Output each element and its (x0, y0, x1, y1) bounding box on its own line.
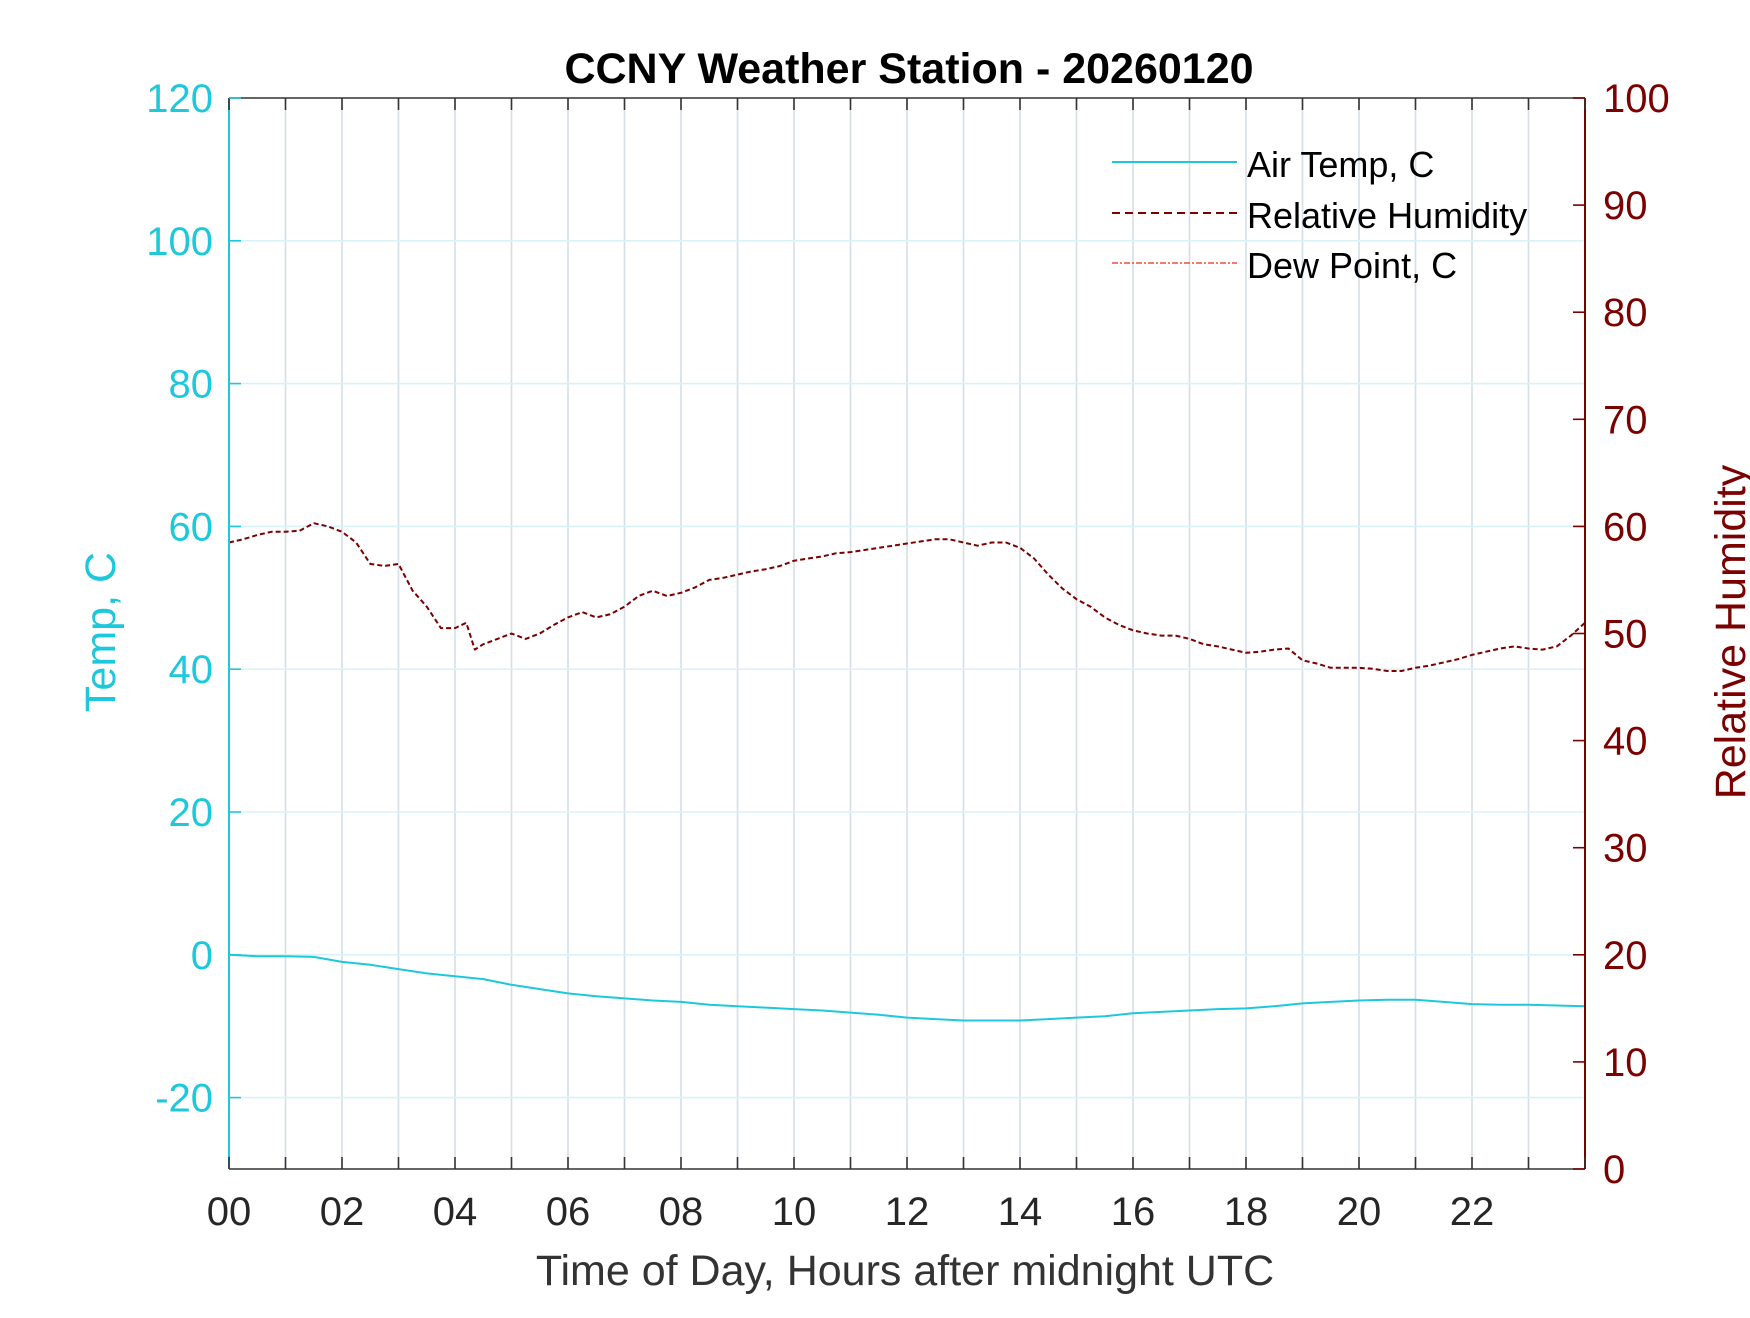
chart-title: CCNY Weather Station - 20260120 (564, 45, 1253, 93)
x-tick-label: 16 (1111, 1190, 1156, 1234)
y-right-tick-label: 80 (1603, 291, 1648, 335)
x-tick-label: 14 (998, 1190, 1043, 1234)
legend: Air Temp, C Relative Humidity Dew Point, C (1112, 144, 1527, 286)
y-right-axis-label: Relative Humidity (1707, 464, 1750, 799)
y-left-tick-label: 120 (146, 77, 213, 121)
y-right-tick-label: 30 (1603, 827, 1648, 871)
y-right-tick-label: 20 (1603, 934, 1648, 978)
y-right-tick-label: 0 (1603, 1148, 1625, 1192)
x-tick-label: 20 (1337, 1190, 1382, 1234)
x-tick-label: 06 (546, 1190, 591, 1234)
y-right-tick-label: 60 (1603, 505, 1648, 549)
x-tick-label: 02 (320, 1190, 365, 1234)
x-tick-label: 12 (885, 1190, 930, 1234)
x-tick-label: 22 (1450, 1190, 1495, 1234)
y-left-tick-label: 60 (169, 505, 214, 549)
x-tick-label: 00 (207, 1190, 252, 1234)
x-tick-label: 18 (1224, 1190, 1269, 1234)
relative-humidity-line (228, 522, 1586, 672)
y-left-tick-label: 0 (191, 934, 213, 978)
legend-relative-humidity-label: Relative Humidity (1247, 195, 1527, 236)
y-left-tick-label: 100 (146, 220, 213, 264)
y-right-tick-label: 50 (1603, 613, 1648, 657)
grid-layer (229, 98, 1585, 1169)
y-left-tick-label: -20 (155, 1077, 213, 1121)
x-tick-label: 04 (433, 1190, 478, 1234)
ticks-layer: 00 02 04 06 08 10 12 14 16 18 20 22-200204060801001… (146, 77, 1670, 1234)
y-right-tick-label: 100 (1603, 77, 1670, 121)
y-right-tick-label: 40 (1603, 720, 1648, 764)
air-temp-line (228, 953, 1586, 1022)
x-tick-label: 08 (659, 1190, 704, 1234)
y-left-tick-label: 20 (169, 791, 214, 835)
y-left-axis-label: Temp, C (77, 552, 125, 712)
legend-air-temp-label: Air Temp, C (1247, 144, 1434, 185)
x-axis-label: Time of Day, Hours after midnight UTC (536, 1247, 1274, 1295)
y-right-tick-label: 10 (1603, 1041, 1648, 1085)
y-left-tick-label: 80 (169, 363, 214, 407)
y-left-tick-label: 40 (169, 648, 214, 692)
x-tick-label: 10 (772, 1190, 817, 1234)
legend-dew-point-label: Dew Point, C (1247, 245, 1457, 286)
y-right-tick-label: 90 (1603, 184, 1648, 228)
plot-lines (228, 522, 1586, 1022)
y-right-tick-label: 70 (1603, 398, 1648, 442)
